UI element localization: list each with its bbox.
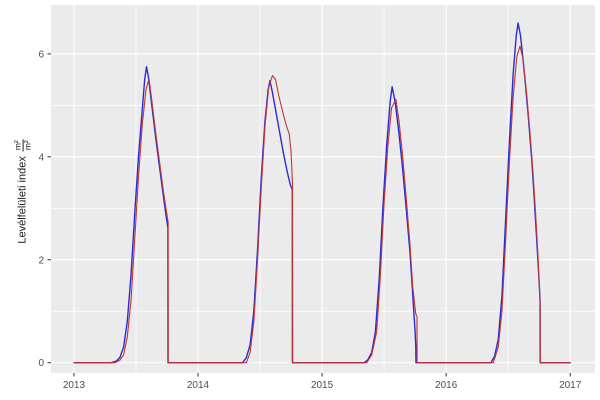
y-tick-label: 2: [38, 255, 44, 266]
fraction-denominator: m²: [22, 140, 33, 151]
x-tick-label: 2017: [559, 380, 582, 391]
y-axis-label: Levélfelületi index m² m²: [13, 91, 33, 291]
x-tick-label: 2016: [435, 380, 458, 391]
x-tick-label: 2014: [187, 380, 210, 391]
y-axis-label-text: Levélfelületi index: [17, 156, 29, 244]
series-red-line: [73, 45, 571, 364]
panel-background: [51, 5, 595, 373]
x-tick-label: 2013: [63, 380, 86, 391]
x-tick-label: 2015: [311, 380, 334, 391]
y-tick-label: 0: [38, 358, 44, 369]
y-axis-label-fraction: m² m²: [13, 139, 33, 152]
y-tick-label: 4: [38, 152, 44, 163]
y-tick-label: 6: [38, 49, 44, 60]
